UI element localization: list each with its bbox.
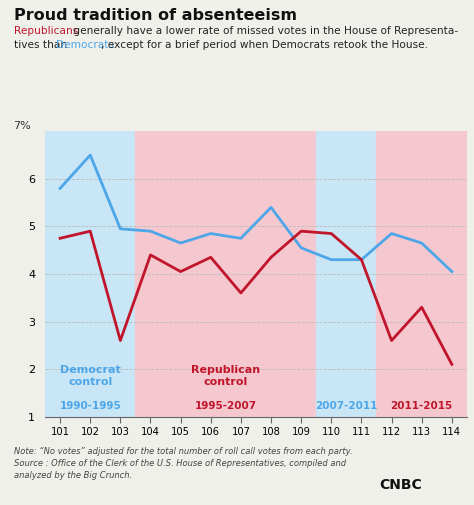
Text: 1990-1995: 1990-1995 (59, 401, 121, 411)
Text: Republicans: Republicans (14, 26, 79, 36)
Text: tives than: tives than (14, 40, 71, 50)
Text: , except for a brief period when Democrats retook the House.: , except for a brief period when Democra… (101, 40, 428, 50)
Text: 7%: 7% (13, 121, 31, 131)
Bar (376, 131, 467, 417)
Text: CNBC: CNBC (379, 478, 422, 492)
Text: generally have a lower rate of missed votes in the House of Representa-: generally have a lower rate of missed vo… (70, 26, 458, 36)
Text: 2007-2011: 2007-2011 (315, 401, 378, 411)
Text: Republican
control: Republican control (191, 365, 260, 387)
Text: 1995-2007: 1995-2007 (195, 401, 257, 411)
Text: Note: “No votes” adjusted for the total number of roll call votes from each part: Note: “No votes” adjusted for the total … (14, 447, 353, 480)
Text: Democrats: Democrats (56, 40, 114, 50)
Text: Democrat
control: Democrat control (60, 365, 120, 387)
Text: 2011-2015: 2011-2015 (391, 401, 453, 411)
Bar (136, 131, 316, 417)
Bar (316, 131, 376, 417)
Text: Proud tradition of absenteeism: Proud tradition of absenteeism (14, 8, 297, 23)
Bar (45, 131, 136, 417)
